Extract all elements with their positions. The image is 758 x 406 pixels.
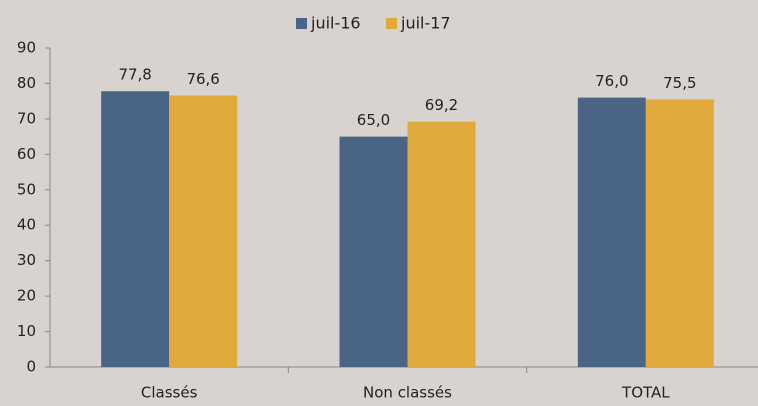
y-tick-label: 30 [17,251,36,269]
y-tick-label: 60 [17,145,36,163]
value-label: 69,2 [425,96,458,114]
value-label: 75,5 [663,74,696,92]
bar [407,121,476,367]
legend-label: juil-17 [400,14,451,33]
y-tick-label: 70 [17,109,36,127]
bar [169,95,238,368]
value-label: 77,8 [118,66,151,84]
x-tick-label: TOTAL [621,384,670,402]
y-tick-label: 10 [17,322,36,340]
y-tick-label: 40 [17,216,36,234]
bar [577,97,646,367]
value-label: 76,6 [186,70,219,88]
y-tick-label: 0 [26,358,36,376]
value-label: 65,0 [357,111,390,129]
legend-swatch [386,18,397,29]
bar [645,99,714,368]
x-tick-label: Non classés [363,384,452,402]
y-tick-label: 20 [17,287,36,305]
legend-label: juil-16 [310,14,361,33]
y-tick-label: 50 [17,180,36,198]
bar [101,91,170,368]
value-label: 76,0 [595,72,628,90]
x-tick-label: Classés [141,384,198,402]
bar [339,136,408,367]
y-tick-label: 90 [17,39,36,57]
legend-swatch [296,18,307,29]
y-tick-label: 80 [17,74,36,92]
